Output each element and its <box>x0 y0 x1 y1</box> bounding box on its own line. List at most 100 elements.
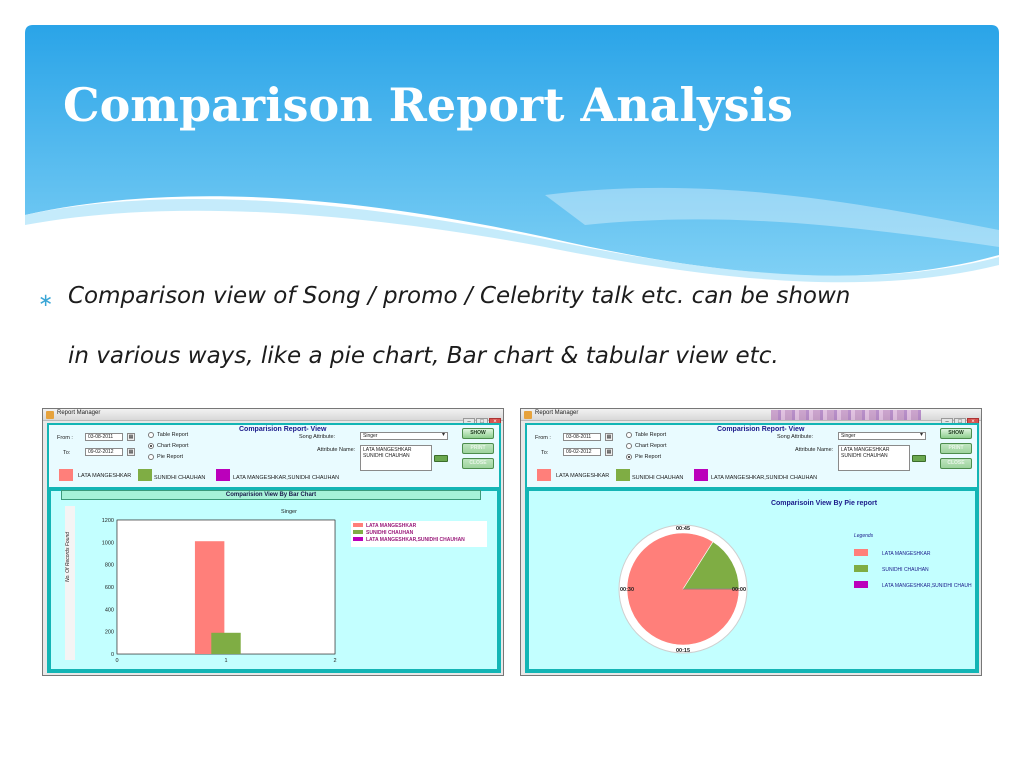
from-date-field[interactable]: 03-08-2011 <box>85 433 123 441</box>
slide-title: Comparison Report Analysis <box>63 78 793 132</box>
attribute-name-list[interactable]: LATA MANGESHKAR SUNIDHI CHAUHAN <box>838 445 910 471</box>
attribute-name-label: Attribute Name: <box>317 447 356 453</box>
legend-swatch-lata <box>59 469 73 481</box>
pie-chart-title: Comparisoin View By Pie report <box>771 500 878 507</box>
radio-table-label: Table Report <box>157 432 189 438</box>
chart-panel <box>525 487 979 673</box>
radio-table-report[interactable] <box>626 432 632 438</box>
plot-area <box>116 519 336 655</box>
attribute-name-label: Attribute Name: <box>795 447 834 453</box>
close-button[interactable]: CLOSE <box>462 458 494 469</box>
legend-swatch-both <box>694 469 708 481</box>
y-tick-label: 600 <box>105 585 114 591</box>
radio-chart-report[interactable] <box>626 443 632 449</box>
window-titlebar: Report Manager – □ × <box>43 409 503 427</box>
song-attribute-select[interactable]: Singer <box>838 432 926 440</box>
app-icon <box>46 411 54 419</box>
radio-pie-label: Pie Report <box>157 454 183 460</box>
radio-table-label: Table Report <box>635 432 667 438</box>
legend-label: SUNIDHI CHAUHAN <box>366 530 414 536</box>
attribute-name-list[interactable]: LATA MANGESHKAR SUNIDHI CHAUHAN <box>360 445 432 471</box>
legend-label: LATA MANGESHKAR,SUNIDHI CHAUHAN <box>366 537 465 543</box>
y-tick-label: 200 <box>105 630 114 636</box>
print-button[interactable]: PRINT <box>462 443 494 454</box>
window-title: Report Manager <box>535 410 579 416</box>
radio-pie-report[interactable] <box>626 454 632 460</box>
legend-swatch <box>854 549 868 556</box>
legend-swatch <box>353 537 363 541</box>
legend-label-lata: LATA MANGESHKAR <box>78 473 132 479</box>
add-attribute-button[interactable] <box>434 455 448 462</box>
clock-label: 00:30 <box>620 587 634 593</box>
radio-chart-report[interactable] <box>148 443 154 449</box>
app-icon <box>524 411 532 419</box>
title-banner <box>25 25 999 283</box>
calendar-icon[interactable]: ▦ <box>605 433 613 441</box>
clock-label: 00:15 <box>676 648 690 654</box>
legend-label-both: LATA MANGESHKAR,SUNIDHI CHAUHAN <box>711 475 818 481</box>
clock-label: 00:45 <box>676 526 690 532</box>
window-title: Report Manager <box>57 410 101 416</box>
x-tick-label: 2 <box>333 658 336 664</box>
radio-pie-label: Pie Report <box>635 454 661 460</box>
legend-label-lata: LATA MANGESHKAR <box>556 473 610 479</box>
legend-label-both: LATA MANGESHKAR,SUNIDHI CHAUHAN <box>233 475 340 481</box>
close-button[interactable]: CLOSE <box>940 458 972 469</box>
legend-swatch-sunidhi <box>616 469 630 481</box>
asterisk-bullet-icon: ∗ <box>38 290 54 311</box>
list-item[interactable]: LATA MANGESHKAR <box>841 447 890 453</box>
list-item[interactable]: SUNIDHI CHAUHAN <box>841 453 888 459</box>
y-tick-label: 1000 <box>102 540 114 546</box>
calendar-icon[interactable]: ▦ <box>605 448 613 456</box>
report-manager-window-pie: Report Manager – □ × From : 03-08-2011 ▦ T… <box>520 408 982 676</box>
print-button[interactable]: PRINT <box>940 443 972 454</box>
list-item[interactable]: LATA MANGESHKAR <box>363 447 412 453</box>
filter-panel: From : 03-08-2011 ▦ To: 09-02-2012 ▦ Tab… <box>525 423 979 489</box>
filter-panel: From : 03-08-2011 ▦ To: 09-02-2012 ▦ Tab… <box>47 423 501 489</box>
legend-label: LATA MANGESHKAR <box>882 551 931 557</box>
taskbar-thumbnails <box>771 410 921 420</box>
legend-title: Legends <box>854 533 874 539</box>
legend-label: LATA MANGESHKAR,SUNIDHI CHAUH <box>882 583 972 589</box>
radio-pie-report[interactable] <box>148 454 154 460</box>
y-tick-label: 1200 <box>102 518 114 524</box>
y-tick-label: 400 <box>105 607 114 613</box>
list-item[interactable]: SUNIDHI CHAUHAN <box>363 453 410 459</box>
from-label: From : <box>57 435 73 441</box>
show-button[interactable]: SHOW <box>940 428 972 439</box>
to-label: To: <box>63 450 71 456</box>
bar-chart-header: Comparision View By Bar Chart <box>61 490 481 500</box>
radio-table-report[interactable] <box>148 432 154 438</box>
radio-chart-label: Chart Report <box>157 443 189 449</box>
pie-slice <box>682 541 740 590</box>
pie-slice <box>626 532 740 646</box>
to-date-field[interactable]: 09-02-2012 <box>563 448 601 456</box>
x-tick-label: 1 <box>224 658 227 664</box>
song-attribute-label: Song Attribute: <box>777 434 814 440</box>
y-axis-label-strip: No. Of Records Found <box>65 506 75 660</box>
legend-swatch <box>854 581 868 588</box>
calendar-icon[interactable]: ▦ <box>127 433 135 441</box>
show-button[interactable]: SHOW <box>462 428 494 439</box>
bullet-text-line-1: Comparison view of Song / promo / Celebr… <box>68 283 851 309</box>
song-attribute-label: Song Attribute: <box>299 434 336 440</box>
y-tick-label: 0 <box>111 652 114 658</box>
legend-swatch-sunidhi <box>138 469 152 481</box>
legend-swatch-both <box>216 469 230 481</box>
from-label: From : <box>535 435 551 441</box>
legend-label-sunidhi: SUNIDHI CHAUHAN <box>154 475 206 481</box>
y-tick-label: 800 <box>105 563 114 569</box>
bar-chart-title: Singer <box>281 509 297 515</box>
song-attribute-select[interactable]: Singer <box>360 432 448 440</box>
clock-label: 00:00 <box>732 587 746 593</box>
x-tick-label: 0 <box>115 658 118 664</box>
add-attribute-button[interactable] <box>912 455 926 462</box>
legend-swatch <box>353 523 363 527</box>
calendar-icon[interactable]: ▦ <box>127 448 135 456</box>
from-date-field[interactable]: 03-08-2011 <box>563 433 601 441</box>
pie-chart: Comparisoin View By Pie report 00:45 00:0… <box>618 500 972 654</box>
radio-chart-label: Chart Report <box>635 443 667 449</box>
to-date-field[interactable]: 09-02-2012 <box>85 448 123 456</box>
legend-label: SUNIDHI CHAUHAN <box>882 567 929 573</box>
